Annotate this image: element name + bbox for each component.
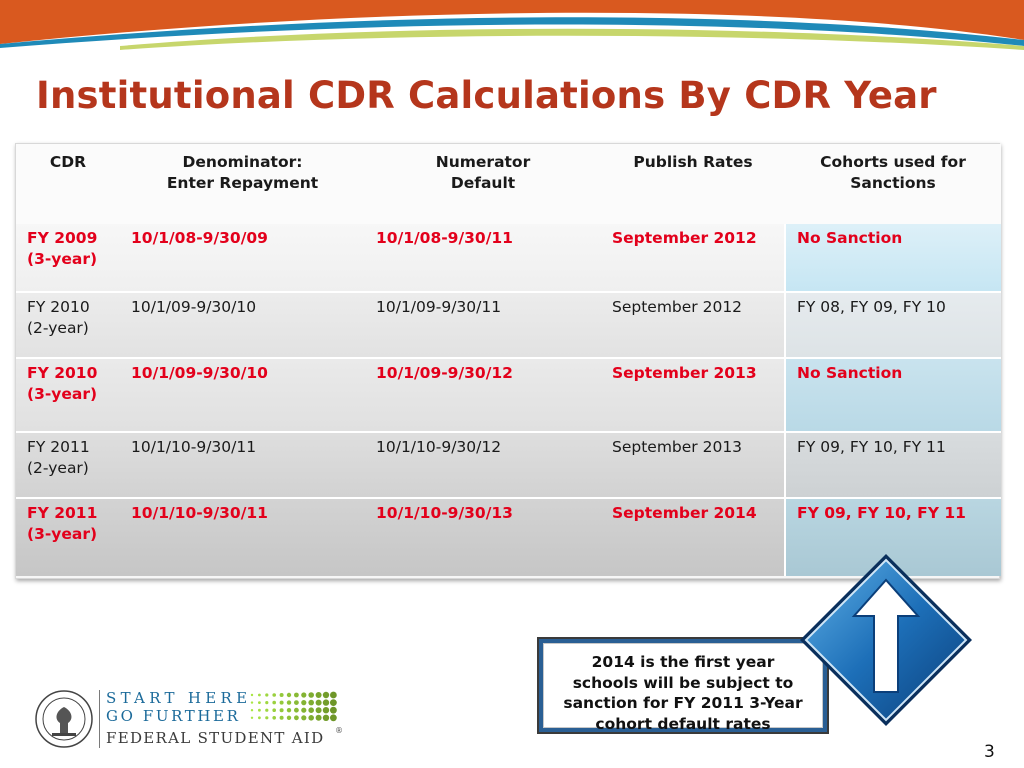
logo-dot (258, 708, 261, 712)
cdr-table: CDR Denominator: Enter Repayment Numerato… (15, 143, 1001, 579)
table-header-row: CDR Denominator: Enter Repayment Numerato… (16, 144, 1001, 224)
registered-mark: ® (335, 726, 343, 735)
logo-dot (315, 714, 322, 721)
header-denominator: Denominator: Enter Repayment (120, 144, 365, 224)
logo-dot (322, 699, 330, 706)
logo-dot (308, 699, 314, 706)
logo-dot (330, 699, 337, 706)
logo-dot (258, 716, 261, 720)
cell-cohorts: FY 09, FY 10, FY 11 (784, 497, 1001, 576)
cell-cdr: FY 2011 (2-year) (16, 431, 120, 498)
logo-dot (330, 691, 337, 699)
logo-dot (258, 693, 261, 697)
logo-dot (279, 715, 284, 720)
header-publish-rates: Publish Rates (601, 144, 785, 224)
cell-denominator: 10/1/08-9/30/09 (120, 224, 365, 292)
cell-numerator: 10/1/08-9/30/11 (365, 224, 601, 292)
logo-federal-student-aid: FEDERAL STUDENT AID (106, 729, 325, 747)
logo-dot (265, 708, 269, 712)
logo-dot (322, 691, 330, 699)
cell-cohorts: No Sanction (784, 357, 1001, 432)
table-row: FY 2009 (3-year) 10/1/08-9/30/09 10/1/08-… (16, 224, 1001, 292)
callout-text: 2014 is the first year schools will be s… (543, 643, 823, 733)
logo-dot (308, 707, 314, 713)
cell-cdr: FY 2009 (3-year) (16, 224, 120, 292)
logo-dot (294, 700, 299, 705)
cell-cdr: FY 2011 (3-year) (16, 497, 120, 576)
department-of-education-seal (35, 690, 93, 748)
logo-dot (308, 692, 314, 698)
up-arrow-icon (800, 554, 972, 726)
logo-dot (265, 693, 269, 697)
logo-dot (286, 708, 292, 713)
cell-numerator: 10/1/09-9/30/11 (365, 291, 601, 358)
logo-dot (272, 708, 276, 712)
table-row: FY 2011 (2-year) 10/1/10-9/30/11 10/1/10-… (16, 431, 1001, 498)
table-row: FY 2010 (3-year) 10/1/09-9/30/10 10/1/09-… (16, 357, 1001, 432)
logo-dot (301, 707, 307, 713)
logo-dot (294, 692, 299, 698)
logo-dot (250, 709, 254, 712)
cell-cohorts: No Sanction (784, 224, 1001, 292)
header-cdr: CDR (16, 144, 120, 224)
logo-dot (315, 699, 322, 706)
logo-dot (250, 701, 254, 704)
cell-publish: September 2014 (601, 497, 785, 576)
cell-cdr: FY 2010 (3-year) (16, 357, 120, 432)
logo-dot (322, 714, 330, 721)
logo-dot (279, 700, 284, 705)
table-row: FY 2011 (3-year) 10/1/10-9/30/11 10/1/10-… (16, 497, 1001, 576)
logo-dot (286, 715, 292, 720)
cell-denominator: 10/1/10-9/30/11 (120, 431, 365, 498)
cell-publish: September 2012 (601, 291, 785, 358)
callout-box: 2014 is the first year schools will be s… (537, 637, 829, 734)
logo-dot (286, 692, 292, 698)
logo-dot (315, 707, 322, 714)
top-banner (0, 0, 1024, 52)
logo-dot (250, 716, 254, 719)
logo-dots-graphic (250, 691, 337, 722)
logo-dot (315, 692, 322, 698)
logo-go-further: GO FURTHER (106, 707, 241, 725)
table-row: FY 2010 (2-year) 10/1/09-9/30/10 10/1/09-… (16, 291, 1001, 358)
cell-cohorts: FY 08, FY 09, FY 10 (784, 291, 1001, 358)
logo-dot (272, 700, 276, 705)
logo-dot (301, 700, 307, 706)
page-title: Institutional CDR Calculations By CDR Ye… (36, 74, 937, 117)
logo-start-here: START HERE (106, 689, 252, 707)
cell-cdr: FY 2010 (2-year) (16, 291, 120, 358)
page-number: 3 (984, 742, 995, 762)
header-cohorts: Cohorts used for Sanctions (785, 144, 1001, 224)
logo-dot (272, 716, 276, 720)
logo-dot (330, 714, 337, 722)
logo-dot (286, 700, 292, 705)
logo-dot (308, 715, 314, 721)
header-numerator: Numerator Default (365, 144, 601, 224)
cell-numerator: 10/1/09-9/30/12 (365, 357, 601, 432)
logo-dot (265, 716, 269, 720)
cell-denominator: 10/1/10-9/30/11 (120, 497, 365, 576)
logo-dot (279, 693, 284, 697)
logo-dot (258, 701, 261, 704)
logo-dot (301, 692, 307, 698)
cell-numerator: 10/1/10-9/30/13 (365, 497, 601, 576)
cell-denominator: 10/1/09-9/30/10 (120, 291, 365, 358)
logo-divider (99, 690, 100, 748)
logo-dot (265, 701, 269, 705)
logo-dot (272, 693, 276, 697)
logo-dot (294, 715, 299, 721)
logo-dot (279, 708, 284, 713)
cell-publish: September 2013 (601, 357, 785, 432)
logo-dot (322, 707, 330, 714)
cell-numerator: 10/1/10-9/30/12 (365, 431, 601, 498)
cell-publish: September 2013 (601, 431, 785, 498)
logo-dot (301, 715, 307, 721)
logo-dot (330, 706, 337, 714)
logo-dot (294, 707, 299, 713)
logo-dot (250, 693, 254, 697)
cell-denominator: 10/1/09-9/30/10 (120, 357, 365, 432)
cell-publish: September 2012 (601, 224, 785, 292)
cell-cohorts: FY 09, FY 10, FY 11 (784, 431, 1001, 498)
